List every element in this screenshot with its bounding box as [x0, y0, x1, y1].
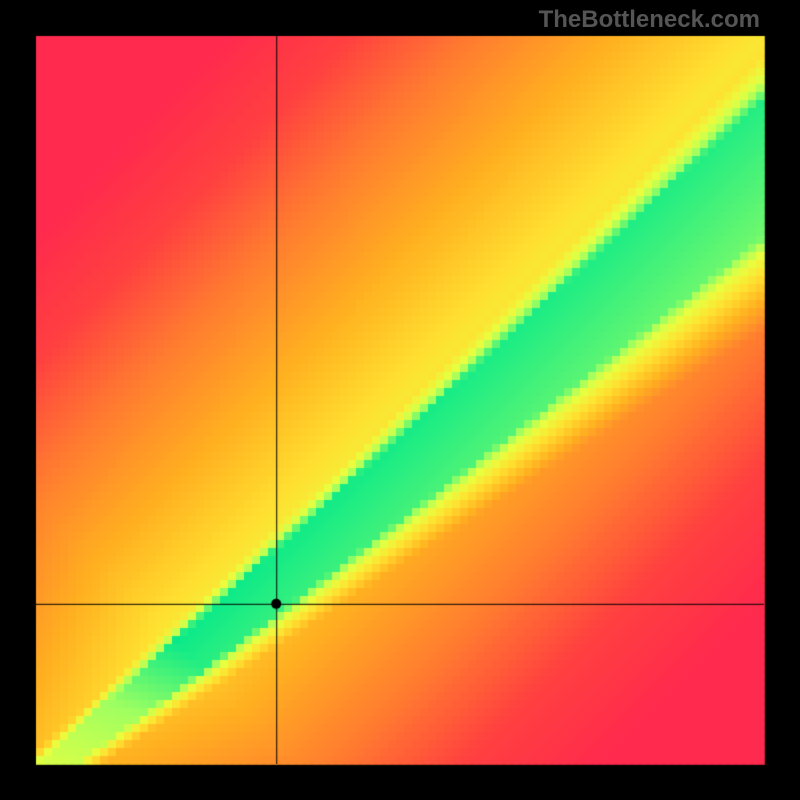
bottleneck-heatmap [0, 0, 800, 800]
watermark-text: TheBottleneck.com [539, 6, 760, 34]
chart-container: TheBottleneck.com [0, 0, 800, 800]
